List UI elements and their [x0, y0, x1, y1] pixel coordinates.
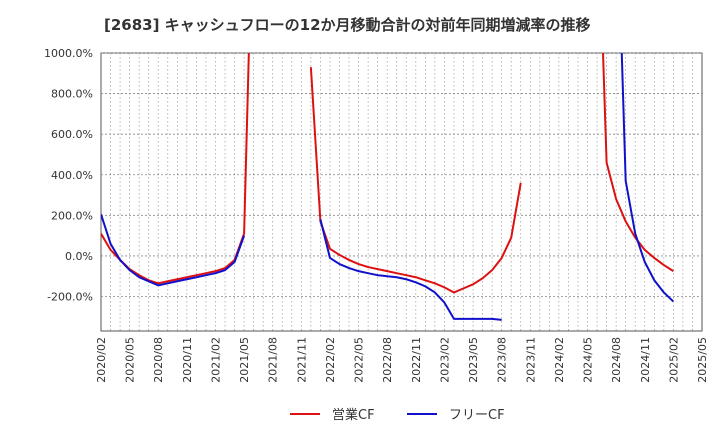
series-line-free-cf: [101, 53, 675, 321]
x-tick-label: 2024/11: [639, 337, 652, 383]
axes: 1000.0% 800.0% 600.0% 400.0% 200.0% 0.0% -200.…: [44, 47, 709, 383]
legend-label: 営業CF: [332, 407, 375, 423]
x-tick-label: 2025/02: [667, 337, 680, 383]
x-tick-label: 2023/11: [524, 337, 537, 383]
x-tick-label: 2022/11: [410, 337, 423, 383]
x-tick-label: 2022/02: [324, 337, 337, 383]
x-tick-label: 2024/08: [610, 337, 623, 383]
x-tick-label: 2023/08: [496, 337, 509, 383]
x-tick-label: 2022/08: [381, 337, 394, 383]
legend-label: フリーCF: [449, 408, 505, 423]
chart-title: [2683] キャッシュフローの12か月移動合計の対前年同期増減率の推移: [104, 16, 591, 34]
x-tick-label: 2021/11: [295, 337, 308, 383]
x-tick-label: 2024/02: [553, 337, 566, 383]
x-tick-label: 2023/02: [438, 337, 451, 383]
y-tick-label: 0.0%: [65, 250, 93, 263]
series-layer: [101, 53, 675, 321]
plot-frame: [100, 52, 703, 332]
x-tick-label: 2020/08: [152, 337, 165, 383]
x-tick-label: 2021/08: [267, 337, 280, 383]
x-tick-label: 2023/05: [467, 337, 480, 383]
y-tick-label: 400.0%: [51, 169, 93, 182]
x-tick-label: 2025/05: [696, 337, 709, 383]
y-tick-label: 600.0%: [51, 128, 93, 141]
y-tick-label: -200.0%: [47, 291, 93, 304]
x-tick-label: 2024/05: [582, 337, 595, 383]
x-tick-label: 2020/02: [95, 337, 108, 383]
legend: 営業CF フリーCF: [290, 407, 505, 423]
x-tick-label: 2021/05: [238, 337, 251, 383]
y-tick-label: 200.0%: [51, 209, 93, 222]
x-tick-label: 2022/05: [353, 337, 366, 383]
y-tick-label: 1000.0%: [44, 47, 93, 60]
x-tick-label: 2021/02: [209, 337, 222, 383]
x-tick-label: 2020/05: [124, 337, 137, 383]
grid: [100, 52, 703, 332]
x-tick-label: 2020/11: [181, 337, 194, 383]
y-tick-label: 800.0%: [51, 88, 93, 101]
